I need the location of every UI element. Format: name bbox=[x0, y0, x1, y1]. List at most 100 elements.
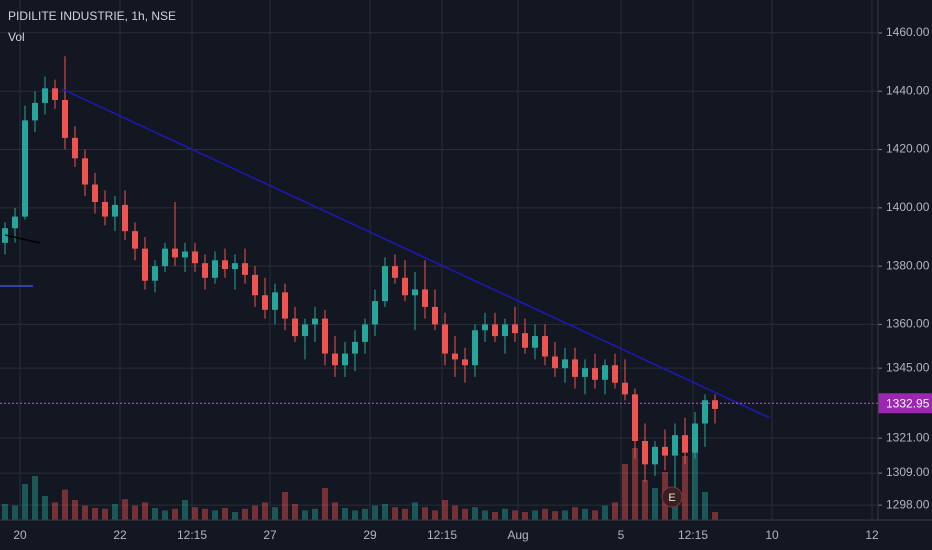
volume-bar bbox=[2, 504, 8, 520]
candle-body bbox=[572, 359, 578, 377]
candle-body bbox=[172, 248, 178, 258]
volume-bar bbox=[552, 511, 558, 520]
candle-body bbox=[262, 295, 268, 310]
volume-bar bbox=[332, 502, 338, 520]
volume-bar bbox=[212, 510, 218, 520]
candle-body bbox=[202, 263, 208, 278]
y-tick-label: 1360.00 bbox=[886, 317, 930, 331]
candle-body bbox=[212, 260, 218, 278]
y-tick-label: 1309.00 bbox=[886, 465, 930, 479]
volume-bar bbox=[292, 504, 298, 520]
volume-bar bbox=[202, 508, 208, 520]
volume-bar bbox=[462, 508, 468, 520]
candle-body bbox=[562, 359, 568, 369]
candle-body bbox=[232, 263, 238, 270]
volume-bar bbox=[192, 507, 198, 520]
y-tick-label: 1400.00 bbox=[886, 200, 930, 214]
volume-bar bbox=[492, 512, 498, 520]
candle-body bbox=[82, 158, 88, 185]
y-tick-label: 1321.00 bbox=[886, 430, 930, 444]
last-price-box bbox=[878, 393, 932, 414]
volume-bar bbox=[702, 492, 708, 520]
volume-bar bbox=[612, 502, 618, 520]
x-tick-label: 12:15 bbox=[427, 528, 457, 542]
candle-body bbox=[312, 318, 318, 325]
volume-bar bbox=[382, 504, 388, 520]
y-tick-label: 1380.00 bbox=[886, 258, 930, 272]
candle-body bbox=[612, 365, 618, 383]
candle-body bbox=[582, 368, 588, 377]
y-tick-label: 1420.00 bbox=[886, 142, 930, 156]
candle-body bbox=[702, 400, 708, 424]
candle-body bbox=[512, 324, 518, 334]
candle-body bbox=[102, 201, 108, 217]
volume-bar bbox=[72, 500, 78, 520]
earnings-label[interactable]: E bbox=[668, 492, 675, 504]
candle-body bbox=[242, 263, 248, 275]
x-tick-label: 20 bbox=[13, 528, 27, 542]
candle-body bbox=[492, 324, 498, 337]
candle-body bbox=[532, 336, 538, 348]
volume-bar bbox=[632, 448, 638, 520]
candle-body bbox=[52, 88, 58, 100]
candle-body bbox=[162, 248, 168, 267]
candle-body bbox=[502, 324, 508, 337]
volume-bar bbox=[482, 510, 488, 520]
volume-bar bbox=[242, 508, 248, 520]
candle-body bbox=[132, 231, 138, 249]
y-tick-label: 1345.00 bbox=[886, 360, 930, 374]
candle-body bbox=[422, 289, 428, 307]
volume-bar bbox=[262, 502, 268, 520]
volume-bar bbox=[532, 510, 538, 520]
candle-body bbox=[522, 333, 528, 348]
candle-body bbox=[542, 336, 548, 357]
candle-body bbox=[342, 353, 348, 366]
candle-body bbox=[392, 266, 398, 278]
candle-body bbox=[122, 204, 128, 232]
volume-bar bbox=[102, 508, 108, 520]
volume-legend: Vol bbox=[8, 30, 25, 44]
volume-bar bbox=[652, 488, 658, 520]
candle-body bbox=[482, 324, 488, 331]
volume-bar bbox=[692, 448, 698, 520]
x-tick-label: 12 bbox=[865, 528, 879, 542]
volume-bar bbox=[342, 508, 348, 520]
candle-body bbox=[662, 446, 668, 456]
volume-bar bbox=[232, 512, 238, 520]
volume-bar bbox=[32, 476, 38, 520]
candle-body bbox=[692, 423, 698, 453]
volume-bar bbox=[472, 507, 478, 520]
candle-body bbox=[42, 88, 48, 103]
volume-bar bbox=[682, 456, 688, 520]
candle-body bbox=[332, 353, 338, 366]
candle-body bbox=[382, 266, 388, 302]
candle-body bbox=[182, 251, 188, 258]
candle-body bbox=[282, 292, 288, 319]
candle-body bbox=[452, 353, 458, 360]
volume-bar bbox=[92, 508, 98, 520]
volume-bar bbox=[282, 492, 288, 520]
volume-bar bbox=[222, 508, 228, 520]
candle-body bbox=[402, 277, 408, 296]
earnings-icon[interactable] bbox=[661, 486, 683, 508]
candle-body bbox=[712, 400, 718, 409]
symbol-title: PIDILITE INDUSTRIE, 1h, NSE bbox=[8, 9, 176, 23]
candle-body bbox=[462, 359, 468, 366]
candle-body bbox=[292, 318, 298, 337]
volume-bar bbox=[272, 507, 278, 520]
volume-bar bbox=[502, 508, 508, 520]
x-tick-label: 5 bbox=[618, 528, 625, 542]
volume-bar bbox=[442, 500, 448, 520]
candle-body bbox=[152, 266, 158, 281]
volume-bar bbox=[172, 508, 178, 520]
candle-body bbox=[442, 324, 448, 354]
volume-bar bbox=[422, 507, 428, 520]
volume-bar bbox=[322, 488, 328, 520]
volume-bar bbox=[432, 510, 438, 520]
volume-bar bbox=[22, 484, 28, 520]
candle-body bbox=[412, 289, 418, 296]
candle-body bbox=[142, 248, 148, 281]
volume-bar bbox=[152, 508, 158, 520]
